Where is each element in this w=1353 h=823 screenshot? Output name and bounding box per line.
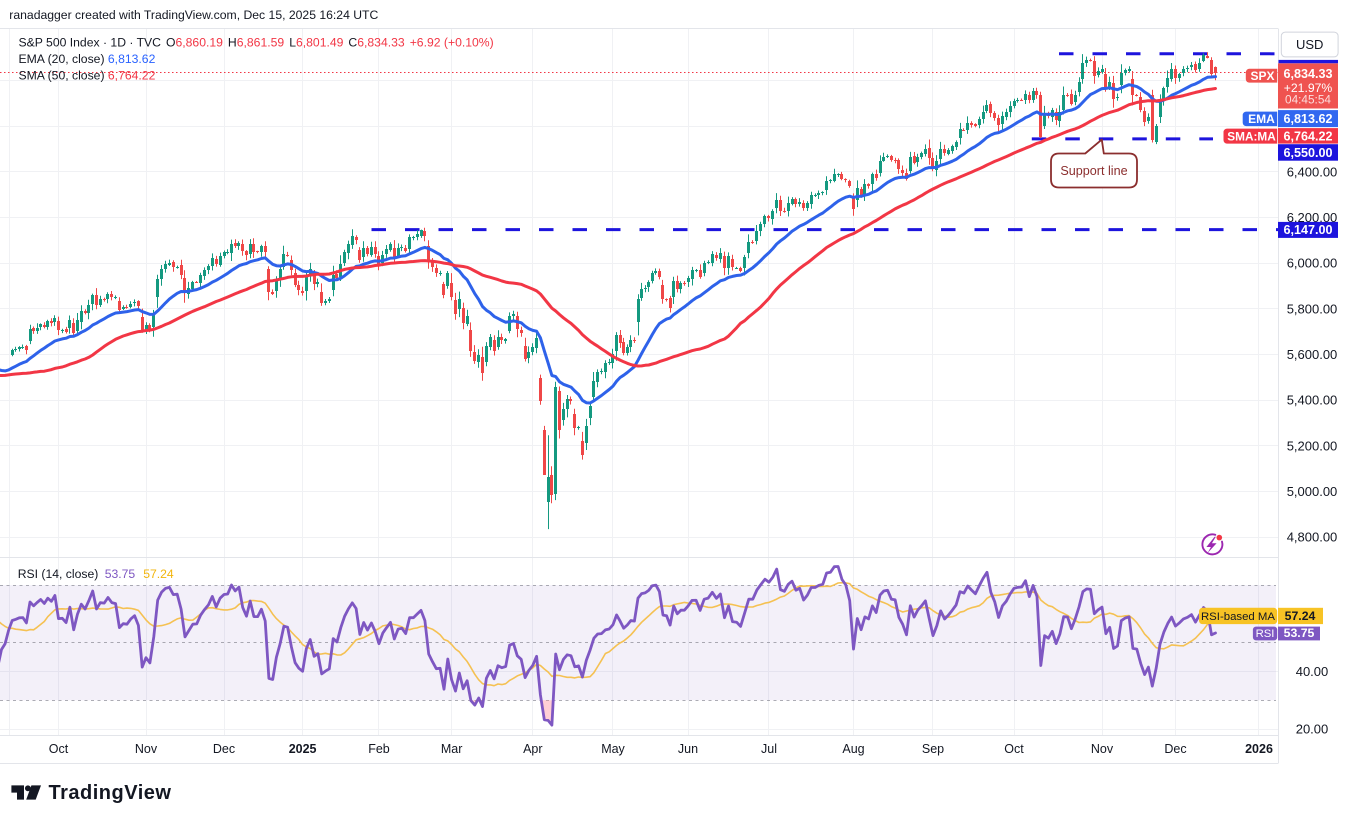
svg-text:6,834.33: 6,834.33 [1283, 67, 1332, 81]
svg-text:53.75: 53.75 [1284, 626, 1315, 640]
svg-text:6,200.00: 6,200.00 [1287, 210, 1338, 225]
svg-text:6,764.22: 6,764.22 [1283, 129, 1332, 143]
svg-text:Feb: Feb [368, 742, 390, 756]
svg-text:Dec: Dec [1164, 742, 1186, 756]
svg-text:Nov: Nov [135, 742, 158, 756]
svg-text:4,800.00: 4,800.00 [1287, 530, 1338, 545]
svg-text:SMA (50, close) 6,764.22: SMA (50, close) 6,764.22 [19, 69, 156, 83]
svg-text:Apr: Apr [523, 742, 542, 756]
svg-text:USD: USD [1296, 37, 1323, 52]
svg-text:Aug: Aug [842, 742, 864, 756]
svg-text:+21.97%: +21.97% [1284, 81, 1333, 95]
svg-text:TradingView: TradingView [49, 782, 172, 804]
svg-text:5,800.00: 5,800.00 [1287, 301, 1338, 316]
svg-text:ranadagger created with Tradin: ranadagger created with TradingView.com,… [9, 8, 378, 22]
svg-text:04:45:54: 04:45:54 [1285, 92, 1331, 106]
svg-text:57.24: 57.24 [1285, 609, 1316, 623]
svg-text:RSI-based MA: RSI-based MA [1201, 611, 1275, 623]
svg-text:EMA: EMA [1248, 112, 1275, 126]
svg-text:Mar: Mar [441, 742, 463, 756]
svg-text:Support line: Support line [1060, 164, 1127, 178]
svg-text:6,147.00: 6,147.00 [1283, 223, 1332, 237]
svg-text:6,550.00: 6,550.00 [1283, 146, 1332, 160]
svg-text:6,000.00: 6,000.00 [1287, 256, 1338, 271]
svg-text:Nov: Nov [1091, 742, 1114, 756]
svg-text:5,000.00: 5,000.00 [1287, 484, 1338, 499]
svg-text:RSI: RSI [1256, 628, 1275, 640]
svg-text:Sep: Sep [922, 742, 944, 756]
svg-text:40.00: 40.00 [1296, 664, 1329, 679]
svg-text:Oct: Oct [1004, 742, 1024, 756]
svg-text:Dec: Dec [213, 742, 235, 756]
svg-text:2025: 2025 [289, 742, 317, 756]
svg-text:May: May [601, 742, 625, 756]
svg-text:5,600.00: 5,600.00 [1287, 347, 1338, 362]
svg-text:Jun: Jun [678, 742, 698, 756]
svg-text:6,813.62: 6,813.62 [1283, 112, 1332, 126]
svg-text:5,400.00: 5,400.00 [1287, 393, 1338, 408]
svg-text:Oct: Oct [49, 742, 69, 756]
svg-text:2026: 2026 [1245, 742, 1273, 756]
svg-text:6,400.00: 6,400.00 [1287, 164, 1338, 179]
svg-text:SMA:MA: SMA:MA [1227, 129, 1276, 143]
svg-text:EMA (20, close) 6,813.62: EMA (20, close) 6,813.62 [19, 52, 156, 66]
svg-text:SPX: SPX [1250, 69, 1274, 83]
svg-text:5,200.00: 5,200.00 [1287, 438, 1338, 453]
svg-text:Jul: Jul [761, 742, 777, 756]
svg-text:20.00: 20.00 [1296, 722, 1329, 737]
